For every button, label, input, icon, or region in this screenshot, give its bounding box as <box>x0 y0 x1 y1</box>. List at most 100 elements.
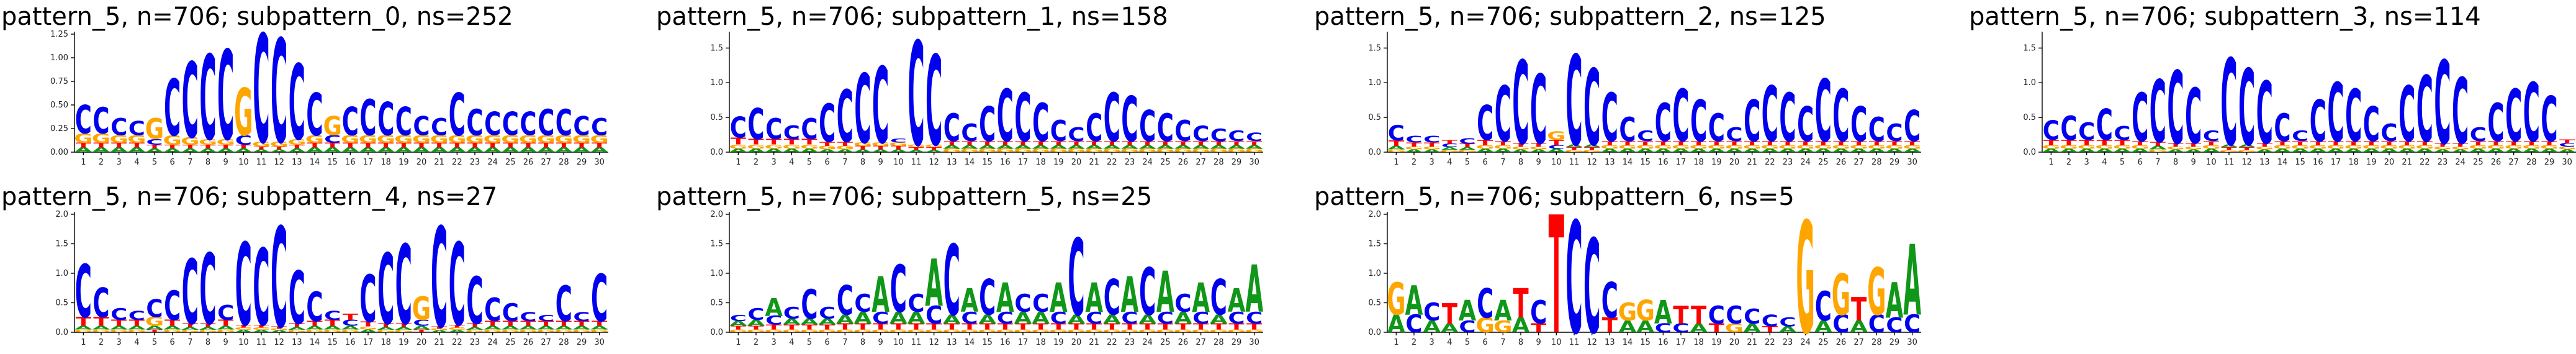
x-tick-label: 17 <box>2331 158 2341 167</box>
logo-letter-G: G <box>960 148 979 153</box>
logo-letter-C: C <box>1050 114 1067 148</box>
logo-letter-C: C <box>1726 301 1742 329</box>
x-tick-label: 27 <box>1853 338 1864 347</box>
x-tick-label: 24 <box>487 338 498 347</box>
logo-letter-C: C <box>925 30 942 174</box>
x-tick-label: 14 <box>310 338 320 347</box>
logo-letter-C: C <box>2505 76 2522 158</box>
logo-letter-C: C <box>854 55 871 165</box>
logo-letter-C: C <box>573 112 590 142</box>
x-tick-label: 19 <box>1711 158 1722 167</box>
x-tick-label: 30 <box>594 158 605 167</box>
logo-letter-C: C <box>306 81 323 149</box>
x-tick-label: 24 <box>1800 338 1811 347</box>
logo-letter-T: T <box>891 322 906 331</box>
x-tick-label: 23 <box>1125 158 1135 167</box>
logo-letter-T: T <box>1602 314 1618 337</box>
logo-letter-G: G <box>800 143 819 150</box>
logo-letter-C: C <box>1601 273 1618 330</box>
logo-letter-T: T <box>236 324 251 329</box>
logo-letter-G: G <box>1227 329 1246 334</box>
logo-letter-C: C <box>1655 94 1672 154</box>
x-tick-label: 11 <box>911 338 922 347</box>
logo-letter-A: A <box>199 148 217 154</box>
logo-letter-C: C <box>925 301 942 329</box>
logo-letter-A: A <box>1387 310 1405 338</box>
logo-letter-A: A <box>1743 148 1761 153</box>
logo-letter-A: A <box>1619 148 1637 153</box>
logo-letter-T: T <box>164 143 181 150</box>
logo-letter-A: A <box>377 147 395 154</box>
logo-letter-A: A <box>2060 148 2078 153</box>
logo-letter-A: A <box>323 325 341 330</box>
logo-letter-A: A <box>818 148 836 153</box>
logo-letter-T: T <box>944 322 960 331</box>
logo-letter-G: G <box>127 329 146 334</box>
logo-letter-T: T <box>93 315 109 329</box>
x-tick-label: 20 <box>1729 338 1740 347</box>
logo-letter-T: T <box>325 318 340 327</box>
logo-letter-T: T <box>944 140 960 147</box>
logo-letter-A: A <box>288 148 306 154</box>
logo-letter-A: A <box>359 329 377 334</box>
logo-letter-G: G <box>1245 148 1263 153</box>
logo-letter-C: C <box>1139 102 1156 152</box>
x-tick-label: 15 <box>982 158 993 167</box>
logo-letter-T: T <box>485 320 501 327</box>
logo-letter-A: A <box>1032 308 1050 327</box>
logo-letter-A: A <box>1903 225 1921 338</box>
logo-letter-C: C <box>359 90 376 147</box>
logo-letter-G: G <box>1191 148 1210 153</box>
logo-letter-T: T <box>1104 322 1120 331</box>
logo-letter-T: T <box>1798 140 1814 147</box>
logo-letter-C: C <box>2559 142 2575 148</box>
logo-letter-C: C <box>765 314 782 327</box>
logo-letter-C: C <box>2434 38 2451 170</box>
x-tick-label: 15 <box>327 338 338 347</box>
logo-letter-C: C <box>182 42 199 161</box>
logo-letter-C: C <box>1762 311 1778 330</box>
logo-letter-G: G <box>145 112 164 146</box>
logo-letter-A: A <box>961 145 979 150</box>
logo-letter-G: G <box>234 327 253 330</box>
logo-letter-G: G <box>2255 146 2274 150</box>
x-tick-label: 20 <box>417 338 427 347</box>
logo-letter-G: G <box>1102 329 1121 334</box>
logo-letter-C: C <box>1477 96 1493 152</box>
x-tick-label: 16 <box>2313 158 2323 167</box>
logo-letter-A: A <box>537 325 555 330</box>
x-tick-label: 10 <box>1551 338 1562 347</box>
logo-letter-C: C <box>1228 308 1245 327</box>
x-tick-label: 10 <box>893 338 904 347</box>
logo-letter-C: C <box>1192 308 1209 327</box>
x-tick-label: 25 <box>1818 158 1829 167</box>
logo-letter-T: T <box>111 142 127 149</box>
logo-letter-G: G <box>305 329 324 334</box>
logo-letter-C: C <box>1672 76 1689 158</box>
logo-letter-A: A <box>110 325 128 330</box>
logo-letter-T: T <box>908 322 924 331</box>
logo-letter-T: T <box>1086 322 1102 331</box>
x-tick-label: 1 <box>81 158 86 167</box>
logo-letter-A: A <box>1690 148 1708 153</box>
x-tick-label: 1 <box>1394 338 1398 347</box>
logo-letter-G: G <box>2148 148 2167 153</box>
logo-letter-T: T <box>1513 142 1529 148</box>
x-tick-label: 19 <box>1711 338 1722 347</box>
logo-letter-C: C <box>1423 134 1440 145</box>
logo-letter-G: G <box>835 145 854 151</box>
x-tick-label: 13 <box>947 158 957 167</box>
logo-letter-C: C <box>1815 284 1832 330</box>
logo-letter-G: G <box>2220 150 2238 153</box>
logo-letter-T: T <box>2488 140 2504 147</box>
logo-letter-T: T <box>998 140 1014 147</box>
logo-letter-G: G <box>341 329 359 334</box>
logo-letter-G: G <box>764 329 783 334</box>
logo-letter-G: G <box>978 148 996 153</box>
logo-letter-G: G <box>269 329 288 331</box>
logo-letter-C: C <box>997 308 1014 327</box>
x-tick-label: 17 <box>1018 338 1029 347</box>
logo-letter-G: G <box>729 143 747 150</box>
x-tick-label: 27 <box>541 158 551 167</box>
logo-letter-C: C <box>449 220 466 352</box>
